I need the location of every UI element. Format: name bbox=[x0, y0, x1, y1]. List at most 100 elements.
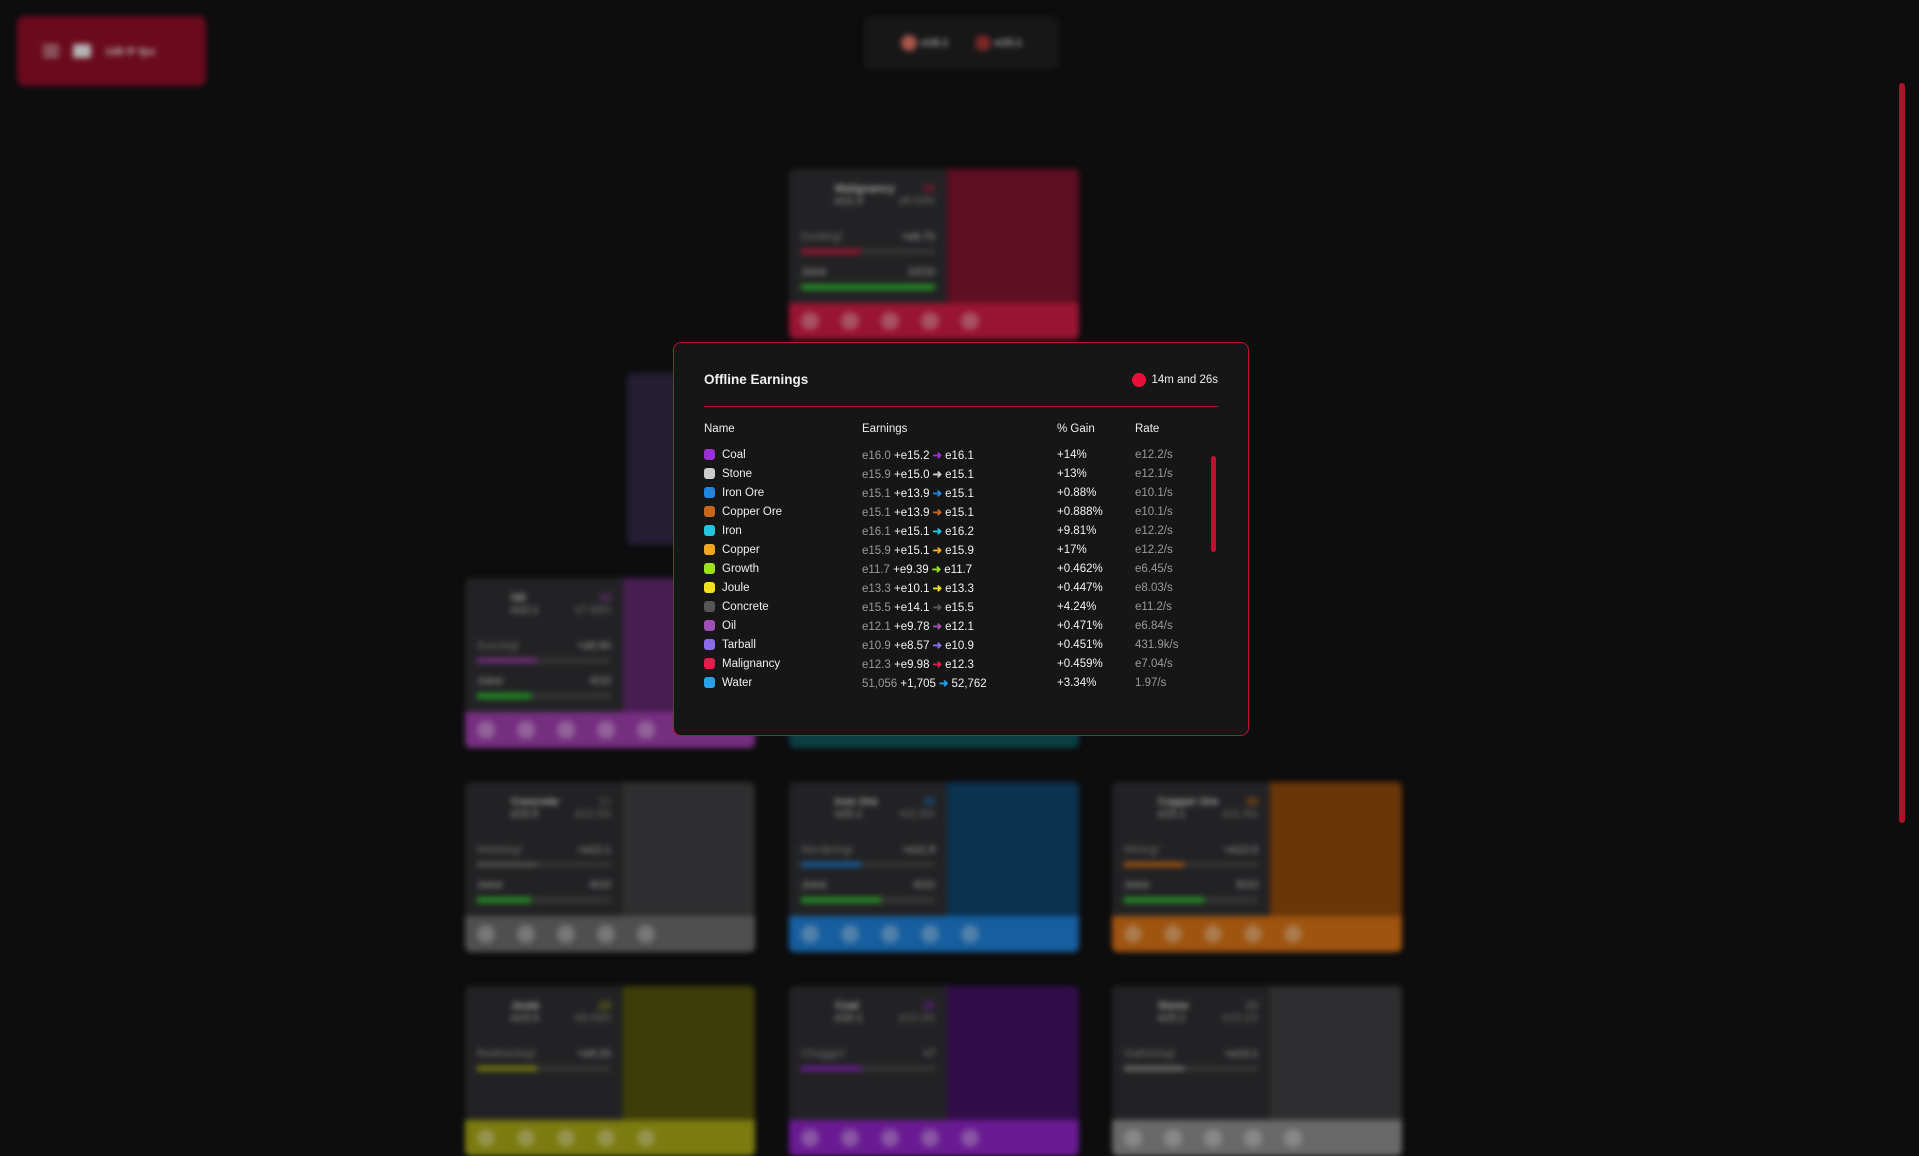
toolbar-icon[interactable] bbox=[1284, 1129, 1302, 1147]
card-rate: e13.1/s bbox=[1221, 1012, 1258, 1024]
card-action-gain: +e12.0 bbox=[1224, 844, 1258, 856]
arrow-right-icon: ➜ bbox=[938, 677, 949, 690]
share-icon[interactable] bbox=[557, 721, 575, 739]
table-row: Water 51,056 +1,705 ➜ 52,762 +3.34% 1.97/s bbox=[704, 673, 1215, 692]
toolbar-icon[interactable] bbox=[961, 1129, 979, 1147]
toolbar-icon[interactable] bbox=[597, 925, 615, 943]
share-icon[interactable] bbox=[881, 925, 899, 943]
table-row: Iron e16.1 +e15.1 ➜ e16.2 +9.81% e12.2/s bbox=[704, 521, 1215, 540]
toolbar-icon[interactable] bbox=[801, 1129, 819, 1147]
toolbar-icon[interactable] bbox=[517, 1129, 535, 1147]
arrow-right-icon: ➜ bbox=[932, 525, 943, 538]
resource-name: Iron Ore bbox=[722, 486, 765, 499]
card-name: Concrete bbox=[511, 796, 559, 808]
toolbar-icon[interactable] bbox=[921, 312, 939, 330]
offline-duration: 14m and 26s bbox=[1131, 372, 1218, 387]
toolbar-icon[interactable] bbox=[517, 721, 535, 739]
toolbar-icon[interactable] bbox=[921, 925, 939, 943]
share-icon[interactable] bbox=[881, 312, 899, 330]
toolbar-icon[interactable] bbox=[1164, 1129, 1182, 1147]
toolbar-icon[interactable] bbox=[1244, 1129, 1262, 1147]
toolbar-icon[interactable] bbox=[801, 925, 819, 943]
resource-card[interactable]: Copper Ore 30 e15.1 e11.6/s Mining! +e12.… bbox=[1112, 782, 1402, 952]
toolbar-icon[interactable] bbox=[921, 1129, 939, 1147]
toolbar-icon[interactable] bbox=[597, 721, 615, 739]
resource-card[interactable]: Joule 22 e13.3 e9.03/s Redirecting! +e9.2… bbox=[465, 986, 755, 1156]
before-value: e12.3 bbox=[862, 658, 891, 671]
toolbar-icon[interactable] bbox=[1284, 925, 1302, 943]
share-icon[interactable] bbox=[1204, 925, 1222, 943]
toolbar-icon[interactable] bbox=[477, 721, 495, 739]
top-menu-bar: 148 ⟳ fps bbox=[17, 16, 206, 86]
juice-label: Juice bbox=[1124, 879, 1150, 891]
resource-card[interactable]: Stone 33 e15.1 e13.1/s Gathering! +e13.1 bbox=[1112, 986, 1402, 1156]
card-level: 30 bbox=[922, 183, 935, 195]
share-icon[interactable] bbox=[557, 925, 575, 943]
resource-card[interactable]: Iron Ore 30 e15.1 e11.6/s Murdering! +e11… bbox=[789, 782, 1079, 952]
toolbar-icon[interactable] bbox=[801, 312, 819, 330]
juice-bar bbox=[477, 897, 611, 903]
share-icon[interactable] bbox=[557, 1129, 575, 1147]
toolbar-icon[interactable] bbox=[1124, 925, 1142, 943]
modal-scrollbar[interactable] bbox=[1211, 456, 1216, 552]
ticket-icon[interactable] bbox=[73, 44, 91, 58]
gain-value: +e9.39 bbox=[893, 563, 929, 576]
resource-card[interactable]: Malignancy 30 e12.3 e8.04/s Exsiting! +e8… bbox=[789, 169, 1079, 339]
card-toolbar bbox=[789, 916, 1079, 952]
toolbar-icon[interactable] bbox=[1244, 925, 1262, 943]
rate: e7.04/s bbox=[1135, 657, 1173, 670]
card-amount: e15.1 bbox=[1158, 1012, 1186, 1024]
percent-gain: +9.81% bbox=[1057, 524, 1097, 537]
oil-icon bbox=[704, 620, 715, 631]
share-icon[interactable] bbox=[1204, 1129, 1222, 1147]
concrete-icon bbox=[704, 601, 715, 612]
toolbar-icon[interactable] bbox=[637, 721, 655, 739]
toolbar-icon[interactable] bbox=[637, 1129, 655, 1147]
resource-card[interactable]: Concrete 31 e15.5 e12.2/s Mashing! +e12.1… bbox=[465, 782, 755, 952]
toolbar-icon[interactable] bbox=[961, 925, 979, 943]
toolbar-icon[interactable] bbox=[597, 1129, 615, 1147]
percent-gain: +0.88% bbox=[1057, 486, 1097, 499]
before-value: e15.5 bbox=[862, 601, 891, 614]
card-name: Coal bbox=[835, 1000, 859, 1012]
toolbar-icon[interactable] bbox=[841, 1129, 859, 1147]
card-action: Murdering! bbox=[801, 844, 854, 856]
copper-icon bbox=[704, 544, 715, 555]
gain-value: +e9.98 bbox=[893, 658, 930, 671]
after-value: e15.9 bbox=[945, 544, 974, 557]
juice-bar bbox=[801, 284, 935, 290]
card-amount: e15.1 bbox=[835, 808, 863, 820]
toolbar-icon[interactable] bbox=[637, 925, 655, 943]
hamburger-menu-icon[interactable] bbox=[43, 45, 59, 57]
card-amount: e13.3 bbox=[511, 1012, 539, 1024]
before-value: e15.9 bbox=[862, 468, 891, 481]
table-row: Copper Ore e15.1 +e13.9 ➜ e15.1 +0.888% e1… bbox=[704, 502, 1215, 521]
card-rate: e13.2/s bbox=[898, 1012, 935, 1024]
share-icon[interactable] bbox=[881, 1129, 899, 1147]
arrow-right-icon: ➜ bbox=[932, 449, 943, 462]
page-scrollbar[interactable] bbox=[1899, 83, 1905, 823]
card-toolbar bbox=[1112, 1120, 1402, 1156]
resource-card[interactable]: Coal 30 e16.1 e13.2/s Chuggin! +7 bbox=[789, 986, 1079, 1156]
toolbar-icon[interactable] bbox=[1164, 925, 1182, 943]
arrow-right-icon: ➜ bbox=[932, 582, 943, 595]
toolbar-icon[interactable] bbox=[477, 925, 495, 943]
resource-name: Joule bbox=[722, 581, 750, 594]
before-value: e10.9 bbox=[862, 639, 891, 652]
juice-bar bbox=[477, 693, 611, 699]
card-toolbar bbox=[465, 1120, 755, 1156]
action-progress bbox=[801, 249, 935, 254]
toolbar-icon[interactable] bbox=[841, 925, 859, 943]
juice-value: 10/10 bbox=[907, 266, 935, 278]
toolbar-icon[interactable] bbox=[841, 312, 859, 330]
card-amount: e15.5 bbox=[511, 808, 539, 820]
card-action-gain: +7 bbox=[922, 1048, 935, 1060]
toolbar-icon[interactable] bbox=[517, 925, 535, 943]
toolbar-icon[interactable] bbox=[477, 1129, 495, 1147]
card-action: Mining! bbox=[1124, 844, 1160, 856]
before-value: e15.1 bbox=[862, 506, 891, 519]
toolbar-icon[interactable] bbox=[1124, 1129, 1142, 1147]
percent-gain: +0.451% bbox=[1057, 638, 1103, 651]
toolbar-icon[interactable] bbox=[961, 312, 979, 330]
iron-icon bbox=[704, 525, 715, 536]
